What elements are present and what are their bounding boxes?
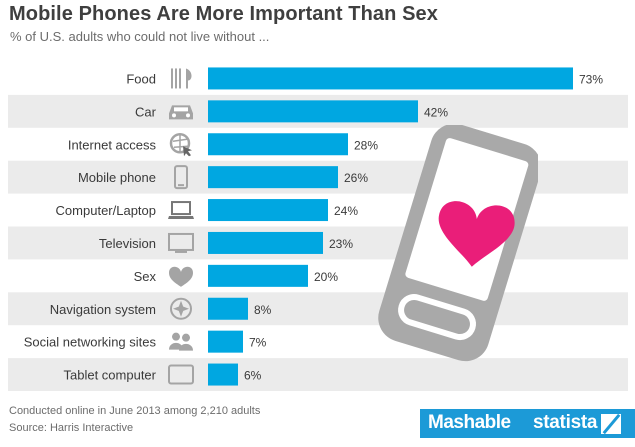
bar xyxy=(208,330,243,353)
tablet-icon xyxy=(168,364,194,385)
laptop-base xyxy=(168,216,194,220)
category-label: Social networking sites xyxy=(24,335,157,350)
cursor-arrow xyxy=(183,146,192,157)
chart-title: Mobile Phones Are More Important Than Se… xyxy=(9,3,438,25)
value-label: 73% xyxy=(579,72,603,86)
category-label: Television xyxy=(99,236,156,251)
people-icon xyxy=(169,332,193,351)
source-note: Source: Harris Interactive xyxy=(9,422,134,434)
statista-icon xyxy=(601,414,621,434)
compass-icon xyxy=(170,297,192,320)
tv-stand xyxy=(175,250,187,253)
brand-banner xyxy=(420,409,635,438)
value-label: 8% xyxy=(254,303,272,317)
fork-tine xyxy=(171,68,173,89)
heart-icon xyxy=(169,266,193,287)
phone-button xyxy=(178,184,184,187)
globe-cursor-icon xyxy=(169,133,192,157)
phone-heart-illustration xyxy=(378,125,538,362)
value-label: 6% xyxy=(244,369,262,383)
row-stripe xyxy=(8,358,628,391)
bar xyxy=(208,166,338,189)
fork-knife-icon xyxy=(171,68,192,89)
car-window xyxy=(174,107,188,112)
value-label: 24% xyxy=(334,204,358,218)
heart-shape xyxy=(169,266,193,287)
knife-blade xyxy=(186,68,192,89)
tablet-body xyxy=(168,364,194,385)
car-light xyxy=(186,113,190,118)
value-label: 23% xyxy=(329,237,353,251)
globe-lines xyxy=(172,134,189,153)
bar xyxy=(208,264,308,287)
heart-icon xyxy=(438,201,515,267)
bar xyxy=(208,363,238,386)
laptop-icon xyxy=(168,201,194,220)
category-label: Navigation system xyxy=(50,302,156,317)
fork-tine xyxy=(179,68,181,89)
compass-ring xyxy=(170,297,192,320)
tv-screen xyxy=(168,232,194,251)
statista-logo[interactable]: statista xyxy=(533,412,598,433)
value-label: 20% xyxy=(314,270,338,284)
category-label: Sex xyxy=(134,269,157,284)
category-label: Tablet computer xyxy=(64,368,157,383)
category-label: Food xyxy=(126,71,156,86)
bar xyxy=(208,100,418,123)
laptop-screen xyxy=(171,201,191,216)
bar xyxy=(208,297,248,320)
category-label: Internet access xyxy=(68,137,157,152)
category-label: Computer/Laptop xyxy=(56,203,156,218)
car-light xyxy=(172,113,176,118)
car-icon xyxy=(169,105,193,120)
row-stripe xyxy=(8,292,628,326)
value-label: 26% xyxy=(344,171,368,185)
survey-note: Conducted online in June 2013 among 2,21… xyxy=(9,405,261,417)
fork-tine xyxy=(175,68,177,89)
bar xyxy=(208,231,323,254)
bar xyxy=(208,67,573,90)
phone-body xyxy=(174,165,188,190)
category-label: Car xyxy=(135,104,157,119)
person-body xyxy=(179,343,193,351)
value-label: 7% xyxy=(249,336,267,350)
television-icon xyxy=(168,232,194,253)
person-head xyxy=(172,332,180,341)
compass-needle xyxy=(173,300,189,317)
person-head xyxy=(182,333,190,342)
value-label: 28% xyxy=(354,138,378,152)
bar xyxy=(208,133,348,156)
bar xyxy=(208,199,328,222)
category-label: Mobile phone xyxy=(78,170,156,185)
mobile-phone-icon xyxy=(174,165,188,190)
mashable-logo[interactable]: Mashable xyxy=(428,412,511,433)
value-label: 42% xyxy=(424,105,448,119)
chart-subtitle: % of U.S. adults who could not live with… xyxy=(10,29,270,44)
